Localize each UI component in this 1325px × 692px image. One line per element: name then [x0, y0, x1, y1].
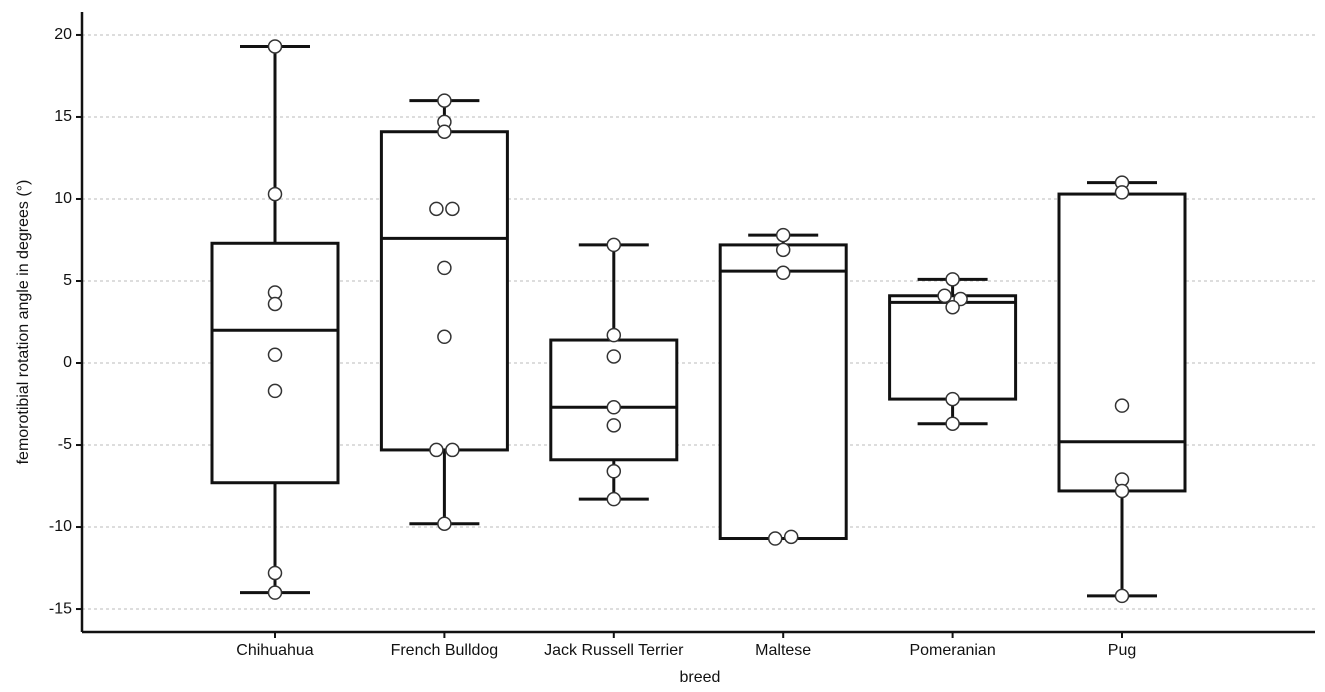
- data-point: [267, 347, 283, 363]
- data-point: [606, 349, 622, 364]
- y-tick-label: -5: [58, 436, 72, 453]
- data-point: [606, 464, 622, 479]
- box: [210, 241, 340, 485]
- x-tick-label: French Bulldog: [391, 642, 499, 659]
- data-point: [267, 383, 283, 399]
- data-point: [937, 288, 952, 304]
- data-point: [945, 272, 960, 287]
- x-tick-label: Pug: [1108, 642, 1136, 659]
- data-point: [783, 529, 799, 545]
- box: [1057, 192, 1187, 493]
- y-tick-label: -10: [49, 518, 72, 535]
- x-tick-label: Pomeranian: [909, 642, 995, 659]
- data-point: [945, 416, 960, 431]
- data-point: [445, 442, 460, 458]
- data-point: [437, 516, 452, 531]
- y-axis-title: femorotibial rotation angle in degrees (…: [15, 180, 32, 465]
- box: [379, 130, 509, 452]
- data-point: [445, 201, 460, 217]
- y-tick-label: 15: [54, 108, 72, 125]
- data-point: [437, 93, 452, 108]
- data-point: [606, 327, 622, 343]
- data-point: [267, 565, 283, 581]
- data-point: [267, 296, 283, 312]
- y-tick-label: -15: [49, 600, 72, 617]
- data-point: [1114, 185, 1130, 200]
- data-point: [267, 39, 283, 54]
- data-point: [267, 186, 283, 202]
- data-point: [606, 237, 622, 253]
- data-point: [606, 418, 622, 433]
- y-tick-label: 10: [54, 190, 72, 207]
- data-point: [267, 585, 283, 600]
- y-tick-label: 5: [63, 272, 72, 289]
- x-axis-title: breed: [680, 669, 721, 686]
- data-point: [437, 260, 452, 276]
- data-point: [437, 124, 452, 139]
- data-point: [945, 299, 960, 315]
- data-point: [945, 391, 960, 407]
- data-point: [606, 400, 622, 415]
- data-point: [775, 227, 791, 243]
- data-point: [1114, 398, 1130, 413]
- data-point: [429, 442, 444, 458]
- x-tick-label: Jack Russell Terrier: [544, 642, 684, 659]
- data-point: [767, 531, 783, 546]
- data-point: [437, 329, 452, 345]
- y-tick-label: 20: [54, 26, 72, 43]
- data-point: [1114, 483, 1130, 499]
- data-point: [429, 201, 444, 217]
- data-point: [606, 491, 622, 507]
- x-tick-label: Chihuahua: [236, 642, 314, 659]
- y-tick-label: 0: [63, 354, 72, 371]
- data-point: [1114, 588, 1130, 604]
- data-point: [775, 242, 791, 258]
- x-tick-label: Maltese: [755, 642, 811, 659]
- data-point: [775, 265, 791, 281]
- box: [718, 243, 848, 541]
